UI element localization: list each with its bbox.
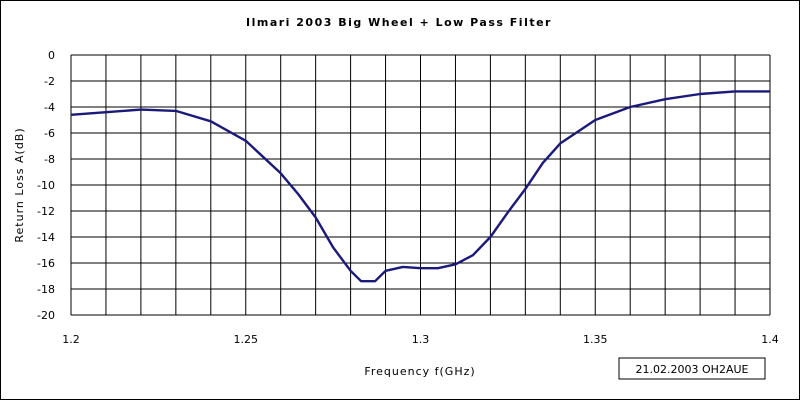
y-tick-label: -14	[37, 231, 55, 244]
y-tick-label: -4	[44, 101, 55, 114]
y-tick-label: -10	[37, 179, 55, 192]
series-line	[70, 90, 770, 283]
chart-title: Ilmari 2003 Big Wheel + Low Pass Filter	[246, 16, 552, 29]
annotation-box	[618, 357, 766, 380]
x-tick-label: 1.4	[761, 333, 779, 346]
y-tick-label: -6	[44, 127, 55, 140]
x-tick-labels: 1.2 1.25 1.3 1.35 1.4	[62, 333, 779, 346]
y-tick-label: -2	[44, 75, 55, 88]
y-tick-label: 0	[48, 49, 55, 62]
y-tick-label: -12	[37, 205, 55, 218]
y-axis-label: Return Loss A(dB)	[13, 127, 26, 242]
x-axis-label: Frequency f(GHz)	[364, 365, 475, 378]
y-tick-label: -16	[37, 257, 55, 270]
y-tick-label: -18	[37, 283, 55, 296]
y-tick-label: -8	[44, 153, 55, 166]
y-tick-labels: 0 -2 -4 -6 -8 -10 -12 -14 -16 -18 -20	[37, 49, 55, 322]
grid	[70, 54, 771, 316]
x-tick-label: 1.25	[234, 333, 259, 346]
x-tick-label: 1.3	[412, 333, 430, 346]
y-tick-label: -20	[37, 309, 55, 322]
x-tick-label: 1.35	[583, 333, 608, 346]
annotation-text: 21.02.2003 OH2AUE	[636, 363, 749, 376]
x-tick-label: 1.2	[62, 333, 80, 346]
